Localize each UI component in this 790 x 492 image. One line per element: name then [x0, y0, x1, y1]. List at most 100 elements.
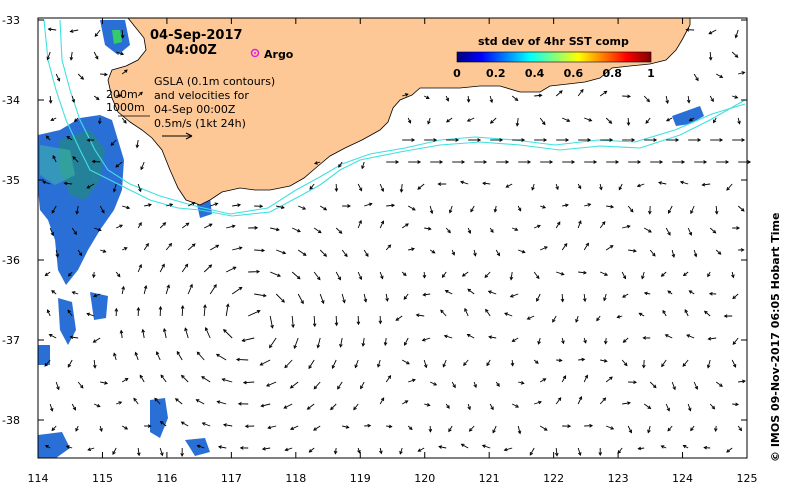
velocity-arrow	[231, 286, 243, 295]
lon-tick-label: 117	[221, 472, 242, 485]
velocity-arrow	[627, 205, 634, 213]
colorbar-tick-label: 0.4	[525, 67, 545, 80]
velocity-arrow	[291, 227, 301, 233]
velocity-arrow	[415, 313, 425, 318]
velocity-arrow	[488, 335, 497, 340]
velocity-arrow	[289, 381, 299, 389]
velocity-arrow	[46, 309, 51, 317]
velocity-arrow	[468, 425, 475, 432]
velocity-arrow	[55, 249, 59, 258]
velocity-arrow	[583, 374, 588, 383]
velocity-arrow	[73, 117, 79, 123]
velocity-arrow	[584, 423, 594, 428]
lon-tick-label: 114	[28, 472, 49, 485]
velocity-arrow	[86, 138, 95, 142]
velocity-arrow	[562, 203, 569, 208]
land-australia	[107, 17, 691, 206]
velocity-arrow	[67, 271, 73, 277]
velocity-arrow	[706, 359, 711, 369]
latitude-axis: -33 -34 -35 -36 -37 -38	[2, 14, 747, 427]
velocity-arrow	[482, 181, 491, 186]
velocity-arrow	[726, 447, 733, 453]
velocity-arrow	[703, 310, 711, 317]
velocity-arrow	[360, 381, 365, 390]
velocity-arrow	[693, 381, 699, 390]
legend-line-4: 0.5m/s (1kt 24h)	[154, 117, 246, 130]
velocity-arrow	[715, 381, 723, 387]
velocity-arrow	[463, 359, 469, 366]
velocity-arrow	[86, 312, 95, 317]
velocity-arrow	[93, 403, 101, 408]
velocity-arrow	[561, 375, 567, 383]
velocity-arrow	[47, 27, 57, 32]
velocity-arrow	[621, 271, 627, 280]
velocity-arrow	[606, 160, 620, 164]
velocity-arrow	[732, 138, 746, 142]
depth-label-200m: 200m	[106, 88, 138, 101]
velocity-arrow	[319, 205, 328, 211]
velocity-arrow	[216, 400, 227, 405]
velocity-arrow	[737, 117, 741, 125]
velocity-arrow	[578, 138, 592, 142]
velocity-arrow	[512, 227, 519, 231]
velocity-arrow	[71, 227, 77, 235]
lat-tick-label: -33	[2, 14, 20, 27]
velocity-arrow	[461, 271, 469, 277]
velocity-arrow	[734, 29, 739, 39]
lon-tick-label: 124	[672, 472, 693, 485]
velocity-arrow	[335, 271, 341, 281]
velocity-arrow	[309, 183, 315, 190]
velocity-arrow	[658, 181, 667, 185]
velocity-arrow	[235, 357, 249, 362]
velocity-arrow	[180, 447, 184, 457]
velocity-arrow	[357, 271, 363, 281]
velocity-arrow	[237, 402, 249, 406]
velocity-arrow	[665, 403, 670, 412]
velocity-arrow	[196, 351, 205, 361]
velocity-arrow	[203, 264, 213, 273]
velocity-arrow	[159, 447, 164, 457]
velocity-arrow	[536, 293, 541, 302]
velocity-arrow	[401, 223, 409, 229]
velocity-arrow	[511, 337, 519, 342]
velocity-arrow	[694, 160, 708, 164]
velocity-arrow	[529, 447, 535, 456]
velocity-arrow	[578, 357, 586, 362]
velocity-arrow	[701, 182, 711, 187]
velocity-arrow	[265, 381, 277, 387]
velocity-arrow	[402, 93, 409, 97]
velocity-arrow	[577, 88, 584, 97]
velocity-arrow	[423, 95, 430, 99]
velocity-arrow	[709, 95, 714, 103]
velocity-arrow	[293, 337, 299, 349]
velocity-arrow	[114, 307, 119, 317]
colorbar-title: std dev of 4hr SST comp	[478, 35, 629, 48]
velocity-arrow	[443, 334, 453, 339]
velocity-arrow	[204, 327, 211, 339]
velocity-arrow	[533, 359, 539, 364]
velocity-arrow	[187, 283, 193, 295]
velocity-arrow	[337, 381, 343, 390]
velocity-arrow	[110, 139, 117, 146]
velocity-arrow	[474, 160, 488, 164]
velocity-arrow	[121, 285, 125, 295]
velocity-arrow	[539, 425, 548, 431]
velocity-arrow	[69, 335, 79, 340]
velocity-arrow	[112, 183, 117, 193]
velocity-arrow	[464, 307, 469, 317]
depth-label-1000m: 1000m	[106, 101, 145, 114]
velocity-arrow	[672, 160, 686, 164]
velocity-arrow	[555, 90, 563, 97]
velocity-arrow	[275, 293, 285, 303]
velocity-arrow	[195, 399, 205, 405]
velocity-arrow	[66, 136, 73, 141]
velocity-arrow	[341, 293, 346, 304]
velocity-arrow	[715, 249, 722, 255]
velocity-arrow	[707, 336, 717, 341]
velocity-arrow	[526, 315, 535, 320]
velocity-arrow	[642, 336, 651, 340]
velocity-arrow	[540, 160, 554, 164]
velocity-arrow	[650, 160, 664, 164]
credit-text: © IMOS 09-Nov-2017 06:05 Hobart Time	[769, 213, 782, 462]
